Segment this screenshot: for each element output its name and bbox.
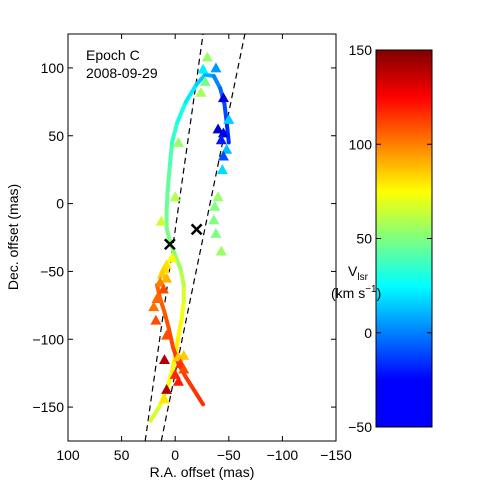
model-curve-layer (148, 72, 231, 423)
maser-point (212, 191, 224, 202)
epoch-label: Epoch C (86, 47, 140, 63)
cross-marker (163, 238, 176, 251)
model-curve-segment (192, 388, 206, 407)
colorbar-tick-label: 50 (356, 231, 372, 247)
maser-point (178, 363, 190, 374)
model-curve-segment (224, 120, 231, 145)
y-tick-label: 0 (56, 196, 64, 212)
axes-frame (67, 33, 337, 442)
model-curve-segment (154, 282, 163, 301)
x-tick-label: −100 (267, 447, 299, 463)
data-points-layer (148, 51, 235, 404)
x-tick-label: −150 (320, 447, 352, 463)
maser-point (215, 245, 227, 256)
dashed-line (144, 34, 204, 441)
cross-marker (190, 223, 203, 236)
model-curve-segment (148, 405, 162, 423)
x-tick-label: 100 (56, 447, 80, 463)
maser-point (215, 134, 227, 145)
model-curve-segment (183, 82, 199, 104)
model-curve-segment (175, 99, 188, 125)
y-tick-label: 100 (41, 60, 65, 76)
maser-point (169, 191, 181, 202)
x-tick-label: 0 (171, 447, 179, 463)
maser-point (157, 283, 169, 294)
dashed-lines-layer (144, 34, 246, 441)
maser-point (217, 92, 229, 103)
y-tick-label: −100 (32, 331, 64, 347)
maser-point (155, 215, 167, 226)
colorbar-label: Vlsr (348, 263, 369, 283)
model-curve-segment (178, 266, 186, 287)
model-curve-segment (164, 188, 170, 213)
colorbar-units-sup: −1 (365, 284, 377, 295)
colorbar-tick-label: 100 (349, 136, 373, 152)
maser-point (217, 150, 229, 161)
model-curve-segment (176, 316, 184, 339)
maser-point (172, 375, 184, 386)
maser-point (212, 123, 224, 134)
model-curve-segment (194, 72, 208, 87)
maser-point (161, 329, 173, 340)
colorbar-ticks-layer: 150 100 50 0 −50 (348, 42, 432, 435)
maser-point (201, 51, 213, 62)
maser-point (166, 252, 178, 263)
maser-point (150, 314, 162, 325)
maser-point (151, 293, 163, 303)
maser-point (221, 143, 233, 154)
colorbar-label-main: V (348, 263, 358, 279)
maser-point (161, 272, 173, 283)
colorbar-units: (km s−1) (331, 284, 381, 301)
colorbar (375, 49, 433, 428)
maser-point (158, 354, 170, 364)
maser-point (209, 200, 221, 211)
y-axis-label: Dec. offset (mas) (5, 184, 21, 290)
model-curve-segment (179, 299, 186, 321)
y-tick-label: −50 (40, 263, 64, 279)
axis-ticks-layer: 100 50 0 −50 −100 −150 100 50 0 −50 −100 −150 (32, 34, 352, 463)
x-tick-label: −50 (217, 447, 241, 463)
colorbar-units-end: ) (377, 285, 382, 301)
maser-point (169, 369, 181, 379)
crosses-layer (163, 223, 203, 251)
model-curve-segment (211, 74, 223, 91)
maser-point (172, 137, 184, 147)
maser-point (195, 86, 207, 97)
maser-point (199, 75, 211, 86)
model-curve-segment (167, 140, 174, 168)
model-curve-segment (164, 226, 172, 244)
maser-point (197, 63, 209, 74)
colorbar-label-sub: lsr (357, 272, 368, 283)
maser-point (148, 301, 160, 312)
model-curve-segment (162, 310, 171, 331)
maser-point (158, 393, 170, 404)
maser-point (210, 227, 222, 238)
maser-point (154, 276, 166, 287)
maser-point (172, 351, 184, 362)
y-tick-label: −150 (32, 399, 64, 415)
maser-point (161, 383, 173, 394)
y-tick-label: 50 (48, 128, 64, 144)
epoch-date: 2008-09-29 (86, 65, 158, 81)
colorbar-units-main: (km s (331, 285, 365, 301)
model-curve-segment (169, 120, 180, 145)
maser-point (210, 62, 222, 73)
x-tick-label: 50 (114, 447, 130, 463)
model-curve-segment (173, 253, 183, 271)
maser-point (208, 214, 220, 225)
x-axis-label: R.A. offset (mas) (150, 464, 255, 480)
colorbar-tick-label: −50 (348, 419, 372, 435)
colorbar-tick-label: 150 (349, 42, 373, 58)
colorbar-tick-label: 0 (364, 325, 372, 341)
maser-point (217, 127, 229, 138)
maser-point (223, 113, 235, 124)
model-curve-segment (165, 163, 172, 193)
maser-point (216, 164, 228, 175)
model-curve-segment (183, 375, 197, 393)
